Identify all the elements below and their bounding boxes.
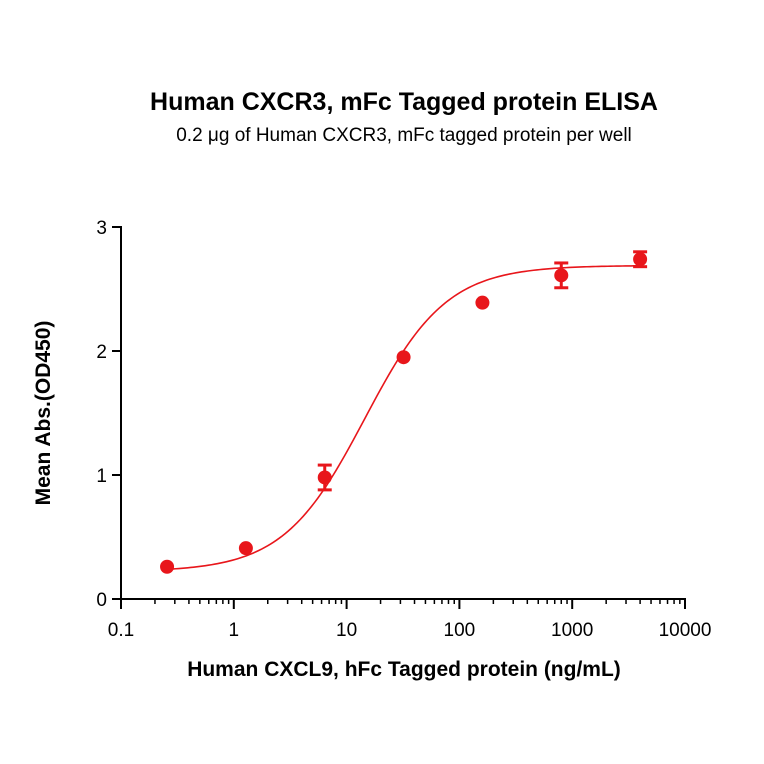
chart-title: Human CXCR3, mFc Tagged protein ELISA: [150, 88, 658, 116]
x-axis: 0.1 1 10 100 1000 10000: [108, 598, 712, 641]
y-tick-label: 3: [96, 218, 107, 239]
fit-curve: [167, 265, 641, 571]
x-tick-label: 0.1: [108, 620, 134, 641]
x-tick-label: 10000: [659, 620, 712, 641]
x-tick-label: 1: [229, 620, 240, 641]
y-tick-label: 0: [96, 590, 107, 611]
x-tick-label: 1000: [551, 620, 593, 641]
x-tick-label: 10: [336, 620, 357, 641]
data-point: [238, 541, 253, 556]
fit-curve-layer: [167, 265, 641, 571]
chart-subtitle: 0.2 μg of Human CXCR3, mFc tagged protei…: [176, 125, 632, 146]
x-tick-label: 100: [444, 620, 476, 641]
data-point: [633, 252, 648, 267]
data-point: [160, 559, 175, 574]
y-tick-label: 2: [96, 342, 107, 363]
y-axis-label: Mean Abs.(OD450): [32, 321, 55, 506]
data-point: [396, 350, 411, 365]
data-points-layer: [160, 250, 648, 574]
data-point: [475, 295, 490, 310]
data-point: [554, 268, 569, 283]
y-tick-label: 1: [96, 466, 107, 487]
data-point: [317, 470, 332, 485]
x-axis-label: Human CXCL9, hFc Tagged protein (ng/mL): [187, 658, 621, 681]
y-axis: 0 1 2 3: [96, 218, 122, 611]
